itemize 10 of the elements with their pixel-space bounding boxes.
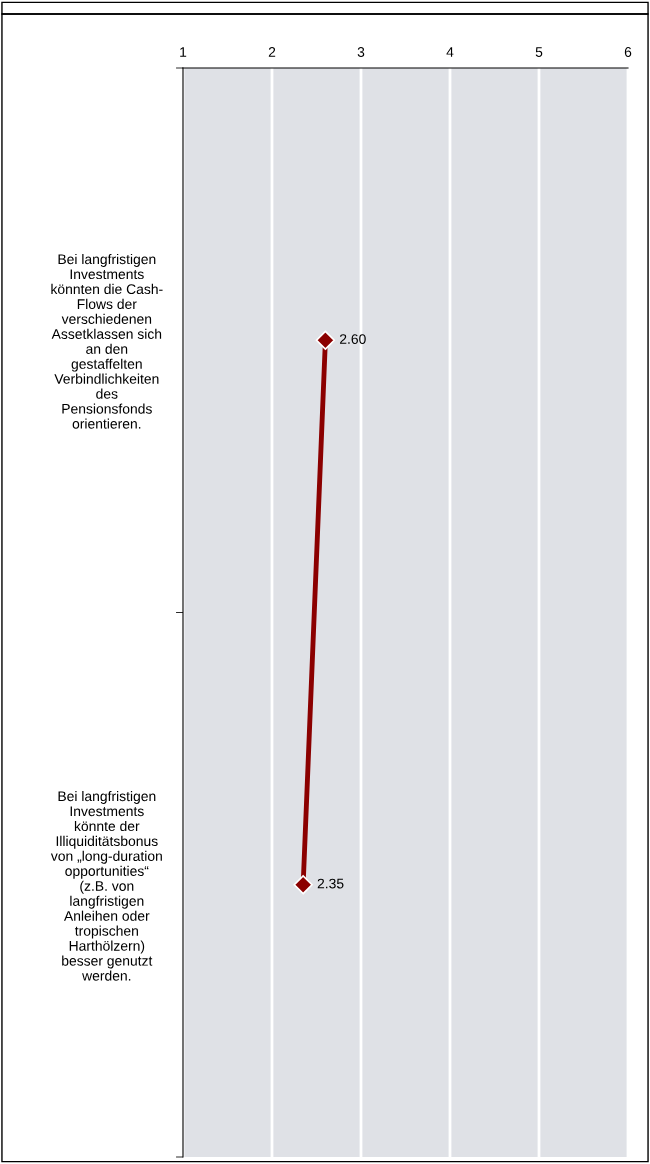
x-tick-label: 1 <box>180 47 187 57</box>
data-label: 2.60 <box>339 334 366 344</box>
category-label: Bei langfristigen Investments könnte der Illiquiditätsbonus von „long-duration opportunities“ (z.B. von langfristigen Anleihen oder tropischen Harthölzern) besser genutzt werden. <box>50 790 162 981</box>
x-tick-label: 4 <box>446 47 454 57</box>
x-tick-label: 3 <box>357 47 365 57</box>
x-tick-label: 2 <box>268 47 276 57</box>
category-label: Bei langfristigen Investments könnten die Cash- Flows der verschiedenen Assetklassen sich an den gestaffelten Verbindlichkeiten des Pensionsfonds orientieren. <box>51 253 163 429</box>
data-label: 2.35 <box>317 878 344 889</box>
x-tick-label: 6 <box>624 47 632 57</box>
x-tick-label: 5 <box>535 47 543 57</box>
